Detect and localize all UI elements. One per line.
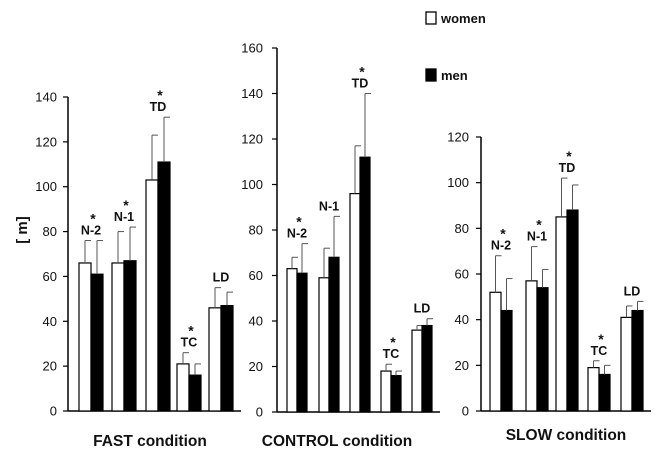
bar-women xyxy=(489,291,502,412)
bar-women xyxy=(111,262,125,412)
group-label: N-2 xyxy=(287,227,307,241)
bar-men xyxy=(328,256,340,413)
y-tick-label: 120 xyxy=(35,134,57,149)
group-label: N-1 xyxy=(527,230,547,244)
bar-men xyxy=(421,324,433,413)
bar-men xyxy=(220,304,234,412)
group-label: TC xyxy=(181,336,198,350)
y-tick-label: 100 xyxy=(447,175,469,190)
y-tick-label: 0 xyxy=(256,405,263,420)
y-tick-label: 80 xyxy=(43,224,57,239)
group-label: N-2 xyxy=(491,239,511,253)
bar-women xyxy=(78,262,92,412)
bar-women xyxy=(176,363,190,412)
group-label: N-1 xyxy=(114,210,134,224)
bar-women xyxy=(620,316,633,412)
y-tick-label: 60 xyxy=(43,269,57,284)
legend: women men xyxy=(425,11,486,83)
bar-women xyxy=(411,329,423,413)
panel-title: FAST condition xyxy=(93,433,207,450)
y-tick-label: 80 xyxy=(249,223,263,238)
significance-asterisk: * xyxy=(296,214,302,230)
bar-men xyxy=(359,156,371,413)
group-label: N-2 xyxy=(81,224,101,238)
group-label: N-1 xyxy=(319,199,339,213)
bar-men xyxy=(157,161,171,412)
y-tick-label: 0 xyxy=(462,404,469,419)
significance-asterisk: * xyxy=(598,331,604,347)
group-label: LD xyxy=(414,302,431,316)
significance-asterisk: * xyxy=(536,217,542,233)
y-tick-label: 60 xyxy=(249,268,263,283)
significance-asterisk: * xyxy=(90,211,96,227)
panel-title: CONTROL condition xyxy=(262,433,412,450)
significance-asterisk: * xyxy=(188,323,194,339)
significance-asterisk: * xyxy=(566,148,572,164)
y-tick-label: 100 xyxy=(241,177,263,192)
legend-swatch-women xyxy=(425,11,437,25)
significance-asterisk: * xyxy=(359,64,365,80)
y-tick-label: 40 xyxy=(43,314,57,329)
bar-women xyxy=(587,367,600,412)
y-tick-label: 0 xyxy=(50,404,57,419)
bar-men xyxy=(90,273,104,412)
bar-women xyxy=(145,179,159,412)
bar-women xyxy=(318,277,330,413)
significance-asterisk: * xyxy=(157,87,163,103)
bar-women xyxy=(555,216,568,412)
legend-label-men: men xyxy=(441,68,468,83)
bar-men xyxy=(188,374,202,412)
y-tick-label: 80 xyxy=(455,221,469,236)
y-tick-label: 20 xyxy=(455,358,469,373)
y-tick-label: 60 xyxy=(455,267,469,282)
group-label: TD xyxy=(150,100,167,114)
bar-men xyxy=(536,287,549,412)
bar-women xyxy=(286,268,298,413)
bar-men xyxy=(566,209,579,412)
bar-men xyxy=(500,309,513,412)
y-axis-label: [ m] xyxy=(14,216,31,244)
group-label: LD xyxy=(624,284,641,298)
legend-label-women: women xyxy=(440,11,486,26)
bar-women xyxy=(525,280,538,412)
bar-women xyxy=(349,193,361,413)
y-tick-label: 140 xyxy=(35,90,57,105)
bar-men xyxy=(296,272,308,413)
bar-women xyxy=(208,307,222,412)
significance-asterisk: * xyxy=(390,334,396,350)
y-tick-label: 100 xyxy=(35,179,57,194)
bar-women xyxy=(380,370,392,413)
group-label: TC xyxy=(383,347,400,361)
group-label: LD xyxy=(213,271,230,285)
bar-men xyxy=(390,375,402,413)
bar-men xyxy=(123,260,137,412)
group-label: TD xyxy=(559,161,576,175)
y-tick-label: 20 xyxy=(249,359,263,374)
significance-asterisk: * xyxy=(123,197,129,213)
y-tick-label: 20 xyxy=(43,359,57,374)
y-tick-label: 40 xyxy=(249,314,263,329)
y-tick-label: 40 xyxy=(455,312,469,327)
legend-swatch-men xyxy=(425,68,437,82)
bar-men xyxy=(631,309,644,412)
bar-men xyxy=(598,373,611,412)
y-tick-label: 140 xyxy=(241,86,263,101)
group-label: TD xyxy=(352,77,369,91)
y-tick-label: 120 xyxy=(241,132,263,147)
significance-asterisk: * xyxy=(500,226,506,242)
panel-1: 020406080100120140160N-2*N-1TD*TC*LDCONT… xyxy=(241,41,440,450)
y-tick-label: 120 xyxy=(447,130,469,145)
group-label: TC xyxy=(591,344,608,358)
panel-title: SLOW condition xyxy=(506,427,627,444)
y-tick-label: 160 xyxy=(241,41,263,56)
